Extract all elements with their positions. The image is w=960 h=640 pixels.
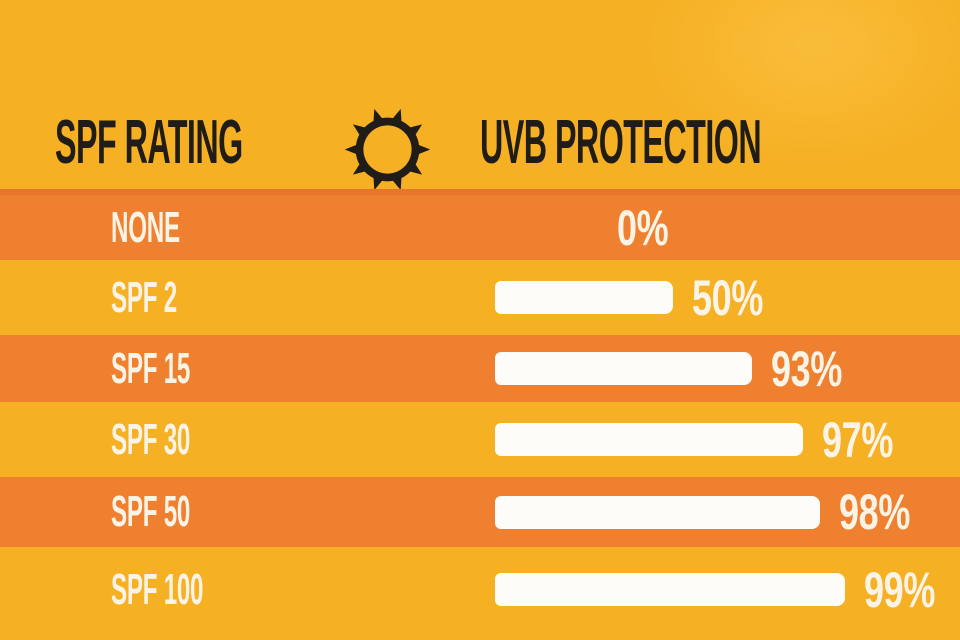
spf-label: SPF 2 <box>111 272 177 322</box>
column-header-uvb-protection: UVB PROTECTION <box>480 108 762 177</box>
uvb-bar <box>495 352 752 385</box>
table-row: SPF 30 97% <box>0 402 960 477</box>
uvb-value: 99% <box>864 561 935 618</box>
table-row: SPF 2 50% <box>0 260 960 335</box>
uvb-bar <box>495 573 845 606</box>
bar-track: 97% <box>495 402 960 477</box>
bar-track: 0% <box>495 195 960 260</box>
bar-track: 98% <box>495 477 960 547</box>
spf-label: SPF 15 <box>111 343 191 393</box>
uvb-value: 0% <box>617 199 669 256</box>
uvb-bar <box>495 281 673 314</box>
bar-track: 93% <box>495 335 960 402</box>
sun-icon <box>344 108 431 191</box>
spf-label: SPF 100 <box>111 564 204 614</box>
uvb-value: 98% <box>839 484 910 540</box>
uvb-value: 93% <box>771 340 842 397</box>
spf-label: NONE <box>111 202 180 252</box>
table-row: SPF 100 99% <box>0 547 960 632</box>
uvb-bar <box>495 423 803 456</box>
uvb-value: 50% <box>692 269 763 326</box>
uvb-bar <box>495 495 820 529</box>
spf-label: SPF 50 <box>111 487 191 536</box>
bar-track: 50% <box>495 260 960 335</box>
column-header-spf-rating: SPF RATING <box>55 108 243 177</box>
spf-label: SPF 30 <box>111 414 191 464</box>
band-top-edge <box>0 189 960 195</box>
uvb-value: 97% <box>822 411 893 468</box>
bar-track: 99% <box>495 547 960 632</box>
table-row: SPF 50 98% <box>0 477 960 547</box>
table-row: SPF 15 93% <box>0 335 960 402</box>
table-row: NONE 0% <box>0 195 960 260</box>
